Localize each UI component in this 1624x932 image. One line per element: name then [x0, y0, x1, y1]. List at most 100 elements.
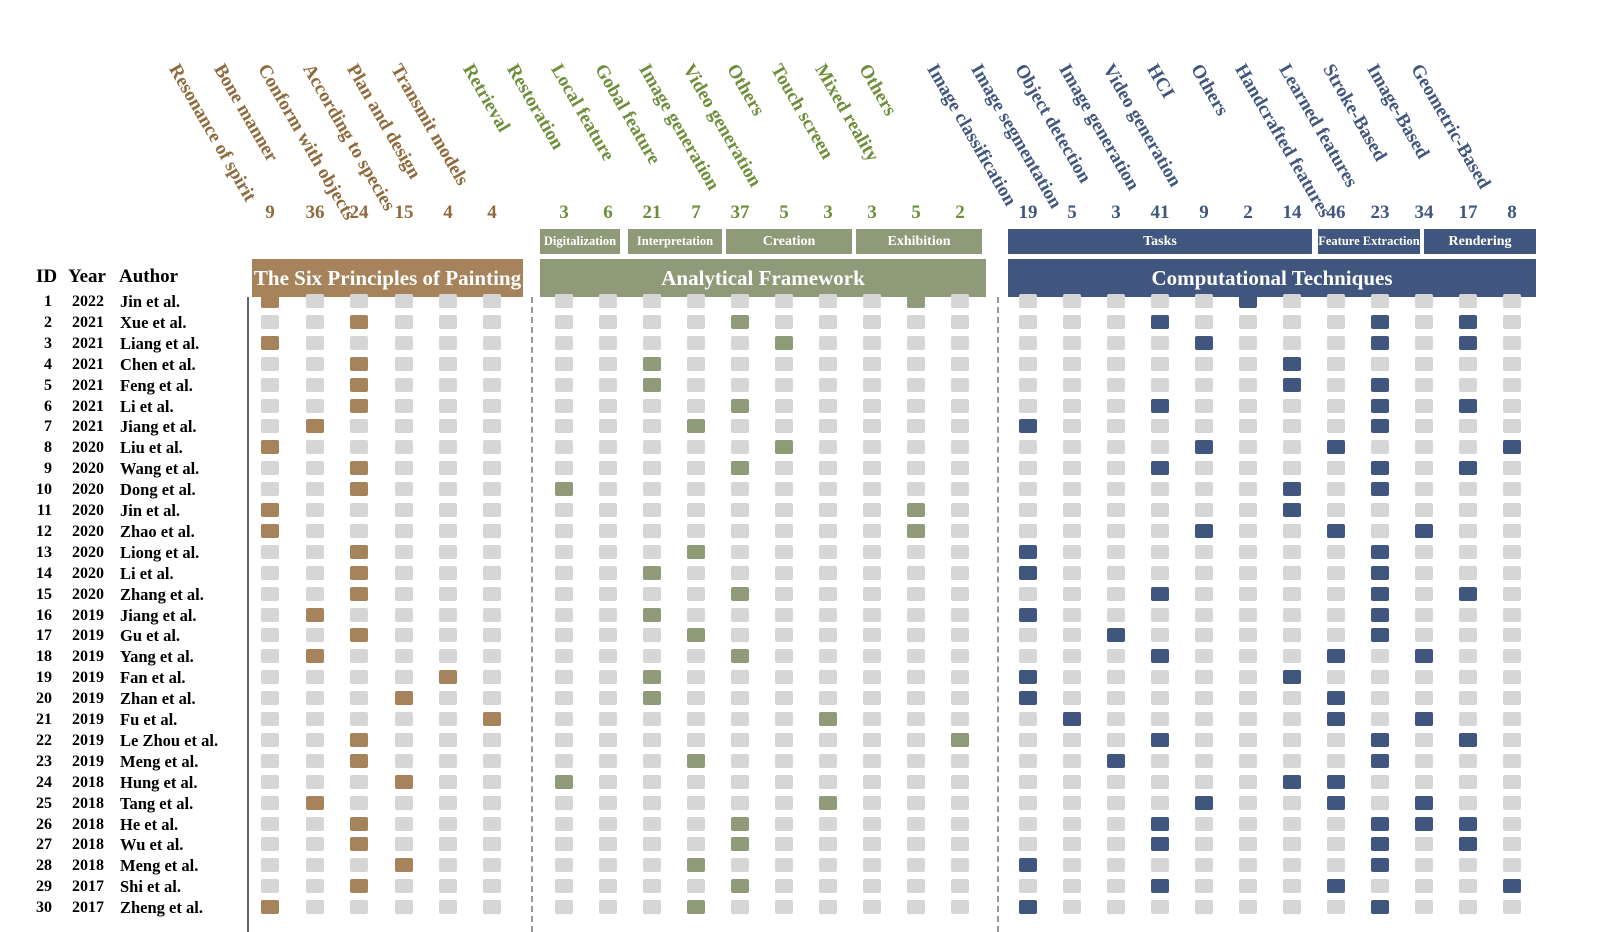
empty-cell-six: [395, 586, 413, 601]
empty-cell-comp: [1195, 398, 1213, 413]
empty-cell-ana: [819, 732, 837, 747]
empty-cell-ana: [775, 691, 793, 706]
empty-cell-six: [306, 900, 324, 915]
marked-cell-ana: [819, 795, 837, 810]
empty-cell-ana: [599, 607, 617, 622]
empty-cell-comp: [1107, 649, 1125, 664]
empty-cell-six: [439, 398, 457, 413]
row-id: 17: [36, 627, 52, 645]
empty-cell-comp: [1415, 294, 1433, 308]
empty-cell-ana: [643, 795, 661, 810]
marked-cell-comp: [1371, 398, 1389, 413]
empty-cell-ana: [555, 649, 573, 664]
empty-cell-comp: [1327, 586, 1345, 601]
empty-cell-ana: [863, 335, 881, 350]
marked-cell-comp: [1283, 774, 1301, 789]
column-count-comp-0: 19: [1018, 202, 1038, 223]
column-count-ana-1: 6: [603, 202, 613, 223]
empty-cell-six: [483, 774, 501, 789]
empty-cell-ana: [687, 607, 705, 622]
empty-cell-ana: [907, 691, 925, 706]
empty-cell-six: [395, 879, 413, 894]
row-id: 14: [36, 564, 52, 582]
empty-cell-comp: [1151, 774, 1169, 789]
empty-cell-six: [261, 816, 279, 831]
column-count-ana-9: 2: [955, 202, 965, 223]
marked-cell-six: [483, 712, 501, 726]
empty-cell-comp: [1371, 774, 1389, 789]
empty-cell-ana: [819, 879, 837, 894]
marked-cell-ana: [643, 565, 661, 580]
empty-cell-ana: [863, 649, 881, 664]
empty-cell-comp: [1283, 335, 1301, 350]
marked-cell-six: [350, 753, 368, 768]
column-count-ana-6: 3: [823, 202, 833, 223]
row-id: 28: [36, 857, 52, 875]
marked-cell-six: [350, 482, 368, 497]
empty-cell-ana: [599, 461, 617, 476]
empty-cell-six: [350, 649, 368, 664]
row-author: Yang et al.: [120, 647, 194, 667]
empty-cell-comp: [1107, 607, 1125, 622]
empty-cell-six: [395, 503, 413, 517]
empty-cell-comp: [1327, 482, 1345, 497]
empty-cell-ana: [687, 565, 705, 580]
empty-cell-six: [483, 858, 501, 873]
empty-cell-comp: [1327, 335, 1345, 350]
empty-cell-six: [483, 335, 501, 350]
empty-cell-six: [483, 356, 501, 371]
empty-cell-comp: [1107, 398, 1125, 413]
row-id: 2: [44, 313, 52, 331]
empty-cell-comp: [1195, 670, 1213, 685]
empty-cell-ana: [687, 314, 705, 329]
empty-cell-comp: [1107, 586, 1125, 601]
empty-cell-comp: [1151, 712, 1169, 726]
empty-cell-comp: [1239, 440, 1257, 455]
empty-cell-comp: [1415, 565, 1433, 580]
empty-cell-comp: [1019, 879, 1037, 894]
empty-cell-ana: [775, 586, 793, 601]
empty-cell-comp: [1195, 607, 1213, 622]
empty-cell-six: [350, 900, 368, 915]
empty-cell-comp: [1239, 523, 1257, 538]
empty-cell-comp: [1415, 858, 1433, 873]
empty-cell-comp: [1151, 294, 1169, 308]
empty-cell-ana: [731, 732, 749, 747]
row-author: Fan et al.: [120, 668, 186, 688]
marked-cell-ana: [687, 900, 705, 915]
empty-cell-six: [350, 607, 368, 622]
empty-cell-ana: [599, 774, 617, 789]
empty-cell-ana: [775, 565, 793, 580]
row-id: 11: [36, 502, 52, 519]
empty-cell-ana: [775, 503, 793, 517]
subgroup-ana-2: Creation: [726, 229, 852, 254]
empty-cell-ana: [731, 294, 749, 308]
empty-cell-six: [350, 795, 368, 810]
empty-cell-comp: [1107, 482, 1125, 497]
column-count-ana-8: 5: [911, 202, 921, 223]
marked-cell-six: [306, 649, 324, 664]
empty-cell-ana: [731, 795, 749, 810]
marked-cell-comp: [1195, 523, 1213, 538]
marked-cell-ana: [819, 712, 837, 726]
empty-cell-six: [306, 670, 324, 685]
empty-cell-ana: [731, 377, 749, 392]
empty-cell-comp: [1415, 503, 1433, 517]
empty-cell-six: [483, 795, 501, 810]
empty-cell-six: [261, 544, 279, 559]
empty-cell-six: [483, 565, 501, 580]
group-band-comp: Computational Techniques: [1008, 259, 1536, 297]
empty-cell-comp: [1415, 356, 1433, 371]
empty-cell-ana: [907, 419, 925, 434]
marked-cell-ana: [687, 419, 705, 434]
empty-cell-comp: [1327, 816, 1345, 831]
empty-cell-comp: [1327, 837, 1345, 852]
empty-cell-comp: [1503, 837, 1521, 852]
empty-cell-six: [395, 544, 413, 559]
empty-cell-ana: [599, 586, 617, 601]
subgroup-comp-1: Feature Extraction: [1318, 229, 1420, 254]
marked-cell-ana: [731, 649, 749, 664]
row-author: Wang et al.: [120, 459, 200, 479]
marked-cell-comp: [1459, 837, 1477, 852]
row-year: 2020: [72, 439, 104, 457]
